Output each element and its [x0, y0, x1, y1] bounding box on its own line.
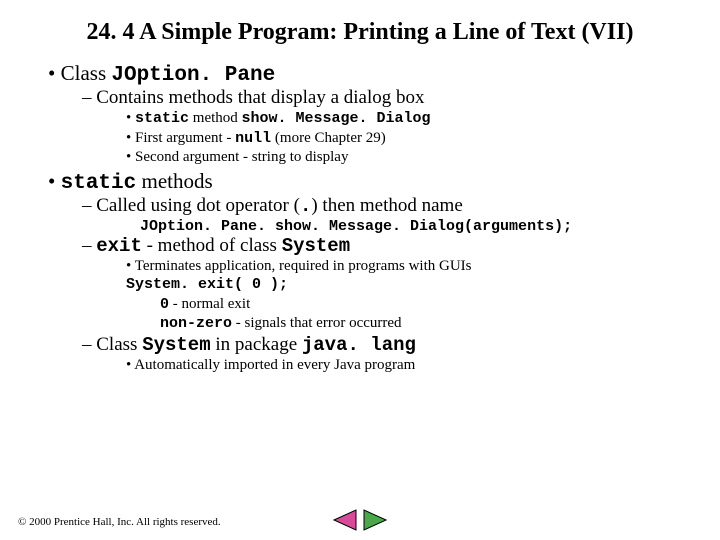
bullet-nonzero-exit: non-zero - signals that error occurred — [160, 314, 690, 334]
slide-body: 24. 4 A Simple Program: Printing a Line … — [0, 0, 720, 375]
bullet-class-joptionpane: Class JOption. Pane — [48, 61, 690, 87]
bullet-contains-methods: Contains methods that display a dialog b… — [82, 87, 690, 109]
code-joptionpane-call: JOption. Pane. show. Message. Dialog(arg… — [140, 218, 690, 235]
bullet-zero-exit: 0 - normal exit — [160, 295, 690, 315]
bullet-static-method: static method show. Message. Dialog — [126, 109, 690, 129]
nav-buttons — [332, 508, 388, 532]
bullet-exit-method: – exit - method of class System — [82, 235, 690, 257]
nav-next-icon[interactable] — [364, 510, 386, 530]
bullet-first-arg: First argument - null (more Chapter 29) — [126, 129, 690, 149]
code-system-exit: System. exit( 0 ); — [126, 276, 690, 295]
bullet-dot-operator: Called using dot operator (.) then metho… — [82, 195, 690, 217]
bullet-class-system: Class System in package java. lang — [82, 334, 690, 356]
bullet-auto-import: Automatically imported in every Java pro… — [126, 356, 690, 375]
copyright-footer: © 2000 Prentice Hall, Inc. All rights re… — [18, 516, 221, 528]
bullet-terminates: Terminates application, required in prog… — [126, 257, 690, 276]
slide-title: 24. 4 A Simple Program: Printing a Line … — [70, 18, 650, 47]
bullet-static-methods: static methods — [48, 169, 690, 195]
nav-prev-icon[interactable] — [334, 510, 356, 530]
bullet-second-arg: Second argument - string to display — [126, 148, 690, 167]
